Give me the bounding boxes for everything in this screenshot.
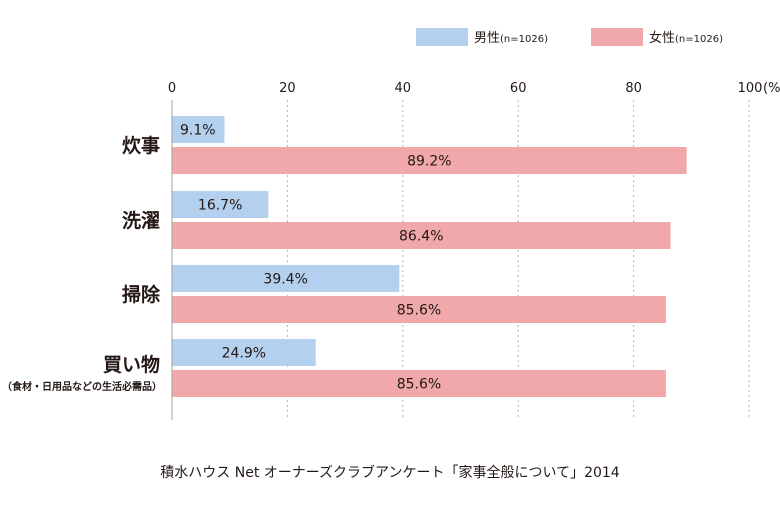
category-sublabel-3: （食材・日用品などの生活必需品） bbox=[2, 380, 162, 393]
bars: 9.1% 89.2% 16.7% 86.4% 39.4% 85.6% 24.9% 85.6% bbox=[172, 116, 687, 397]
category-label-3: 買い物 bbox=[103, 353, 160, 376]
data-label-1-1: 86.4% bbox=[399, 229, 443, 245]
bar-0-0 bbox=[172, 116, 225, 143]
data-label-0-3: 24.9% bbox=[222, 346, 266, 362]
bar-0-1 bbox=[172, 191, 269, 218]
data-label-0-2: 39.4% bbox=[263, 272, 307, 288]
source-caption: 積水ハウス Net オーナーズクラブアンケート「家事全般について」2014 bbox=[160, 465, 620, 481]
legend: 男性(n=1026) 女性(n=1026) bbox=[416, 28, 723, 46]
category-label-2: 掃除 bbox=[122, 283, 161, 306]
legend-label-0: 男性(n=1026) bbox=[474, 31, 548, 46]
x-tick-label-1: 20 bbox=[279, 81, 296, 96]
bar-0-2 bbox=[172, 265, 400, 292]
x-tick-label-4: 80 bbox=[625, 81, 642, 96]
x-tick-label-0: 0 bbox=[168, 81, 176, 96]
legend-n-1: (n=1026) bbox=[675, 34, 723, 45]
data-label-1-2: 85.6% bbox=[397, 303, 441, 319]
data-label-1-3: 85.6% bbox=[397, 377, 441, 393]
legend-name-0: 男性 bbox=[474, 31, 500, 46]
legend-swatch-0 bbox=[416, 28, 468, 46]
legend-label-1: 女性(n=1026) bbox=[649, 30, 723, 46]
x-tick-label-5: 100 bbox=[738, 81, 763, 96]
x-tick-label-2: 40 bbox=[395, 81, 412, 96]
x-tick-label-3: 60 bbox=[510, 81, 527, 96]
category-label-0: 炊事 bbox=[122, 134, 160, 157]
category-label-1: 洗濯 bbox=[122, 209, 160, 232]
legend-n-0: (n=1026) bbox=[500, 34, 548, 45]
bar-1-2 bbox=[172, 296, 666, 323]
grid bbox=[286, 100, 750, 420]
bar-1-1 bbox=[172, 222, 671, 249]
x-unit-label: (%) bbox=[763, 81, 780, 96]
legend-name-1: 女性 bbox=[649, 30, 675, 46]
data-label-0-1: 16.7% bbox=[198, 198, 242, 214]
legend-swatch-1 bbox=[591, 28, 643, 46]
bar-1-3 bbox=[172, 370, 666, 397]
x-axis-ticks: 0 20 40 60 80 100(%) bbox=[168, 81, 780, 96]
data-label-0-0: 9.1% bbox=[180, 123, 216, 139]
bar-1-0 bbox=[172, 147, 687, 174]
bar-0-3 bbox=[172, 339, 316, 366]
data-label-1-0: 89.2% bbox=[407, 154, 451, 170]
